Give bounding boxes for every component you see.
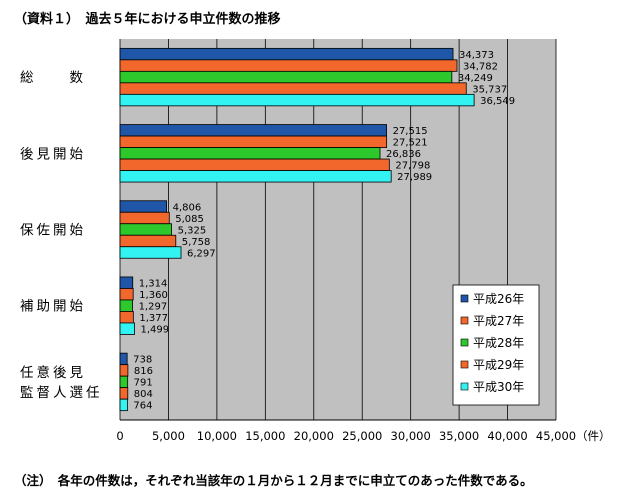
bar — [119, 223, 172, 236]
bar — [119, 387, 129, 400]
value-label: 34,782 — [463, 61, 498, 72]
bar — [119, 299, 133, 312]
x-tick-label: 30,000 — [391, 429, 431, 443]
value-label: 5,325 — [178, 225, 207, 236]
x-tick-label: 5,000 — [152, 429, 185, 443]
x-tick-label: 45,000 — [536, 429, 576, 443]
value-label: 27,521 — [393, 138, 428, 149]
bar — [119, 59, 458, 72]
x-tick-label: 20,000 — [294, 429, 334, 443]
chart-title: （資料１） 過去５年における申立件数の推移 — [14, 12, 281, 27]
value-label: 4,806 — [173, 202, 202, 213]
category-label: 任意後見 — [20, 364, 86, 381]
bar — [119, 135, 388, 148]
value-label: 1,297 — [139, 301, 168, 312]
value-label: 816 — [134, 366, 153, 377]
bar — [119, 70, 453, 84]
legend-label: 平成29年 — [473, 358, 524, 372]
bar — [119, 375, 129, 389]
value-label: 1,499 — [141, 324, 170, 335]
value-label: 5,758 — [182, 237, 211, 248]
bar — [119, 398, 128, 412]
x-tick-labels: 0 5,000 10,000 15,000 20,000 25,000 30,000 35,0… — [116, 429, 576, 443]
value-label: 34,373 — [459, 50, 494, 61]
x-tick-label: 40,000 — [487, 429, 527, 443]
value-label: 36,549 — [480, 96, 515, 107]
footnote: （注） 各年の件数は，それぞれ当該年の１月から１２月までに申立てのあった件数であ… — [14, 473, 533, 488]
value-label: 34,249 — [458, 73, 493, 84]
value-label: 27,515 — [393, 126, 428, 137]
value-label: 804 — [134, 389, 153, 400]
legend-label: 平成26年 — [473, 292, 524, 306]
bar — [119, 352, 128, 366]
category-label: 保佐開始 — [20, 223, 86, 239]
bar — [119, 82, 467, 95]
bars — [119, 47, 475, 412]
bar — [119, 124, 387, 137]
value-label: 1,314 — [139, 278, 168, 289]
bar — [119, 288, 134, 301]
x-unit-label: （件） — [576, 429, 611, 443]
bar — [119, 234, 177, 248]
category-label: 後見開始 — [20, 146, 86, 162]
value-label: 791 — [134, 378, 153, 389]
bar — [119, 170, 392, 183]
bar — [119, 276, 134, 289]
legend-swatch — [460, 294, 469, 303]
x-tick-label: 35,000 — [439, 429, 479, 443]
bar — [119, 364, 129, 377]
bar — [119, 158, 390, 171]
bar — [119, 311, 134, 324]
bar — [119, 246, 182, 259]
category-label: 補助開始 — [20, 299, 86, 315]
value-label: 27,989 — [397, 172, 432, 183]
category-label: 監督人選任 — [20, 384, 103, 401]
x-tick-label: 10,000 — [197, 429, 237, 443]
bar — [119, 47, 454, 61]
value-label: 5,085 — [175, 214, 204, 225]
legend-swatch — [460, 338, 469, 347]
value-label: 35,737 — [472, 84, 507, 95]
legend-label: 平成30年 — [473, 380, 524, 394]
value-label: 738 — [133, 355, 152, 366]
bar — [119, 200, 167, 213]
legend-swatch — [460, 316, 469, 325]
value-label: 6,297 — [187, 248, 216, 259]
x-tick-label: 0 — [116, 429, 123, 443]
x-tick-label: 15,000 — [245, 429, 285, 443]
bar — [119, 322, 135, 335]
legend-swatch — [460, 382, 469, 391]
value-label: 1,360 — [139, 290, 168, 301]
legend-label: 平成27年 — [473, 314, 524, 328]
x-tick-label: 25,000 — [342, 429, 382, 443]
legend-label: 平成28年 — [473, 336, 524, 350]
bar — [119, 147, 381, 160]
value-label: 1,377 — [139, 313, 168, 324]
bar — [119, 211, 170, 225]
value-label: 764 — [133, 401, 152, 412]
value-label: 27,798 — [395, 161, 430, 172]
legend-swatch — [460, 360, 469, 369]
category-label: 総 数 — [20, 70, 86, 86]
bar — [119, 93, 475, 107]
value-label: 26,836 — [386, 149, 421, 160]
